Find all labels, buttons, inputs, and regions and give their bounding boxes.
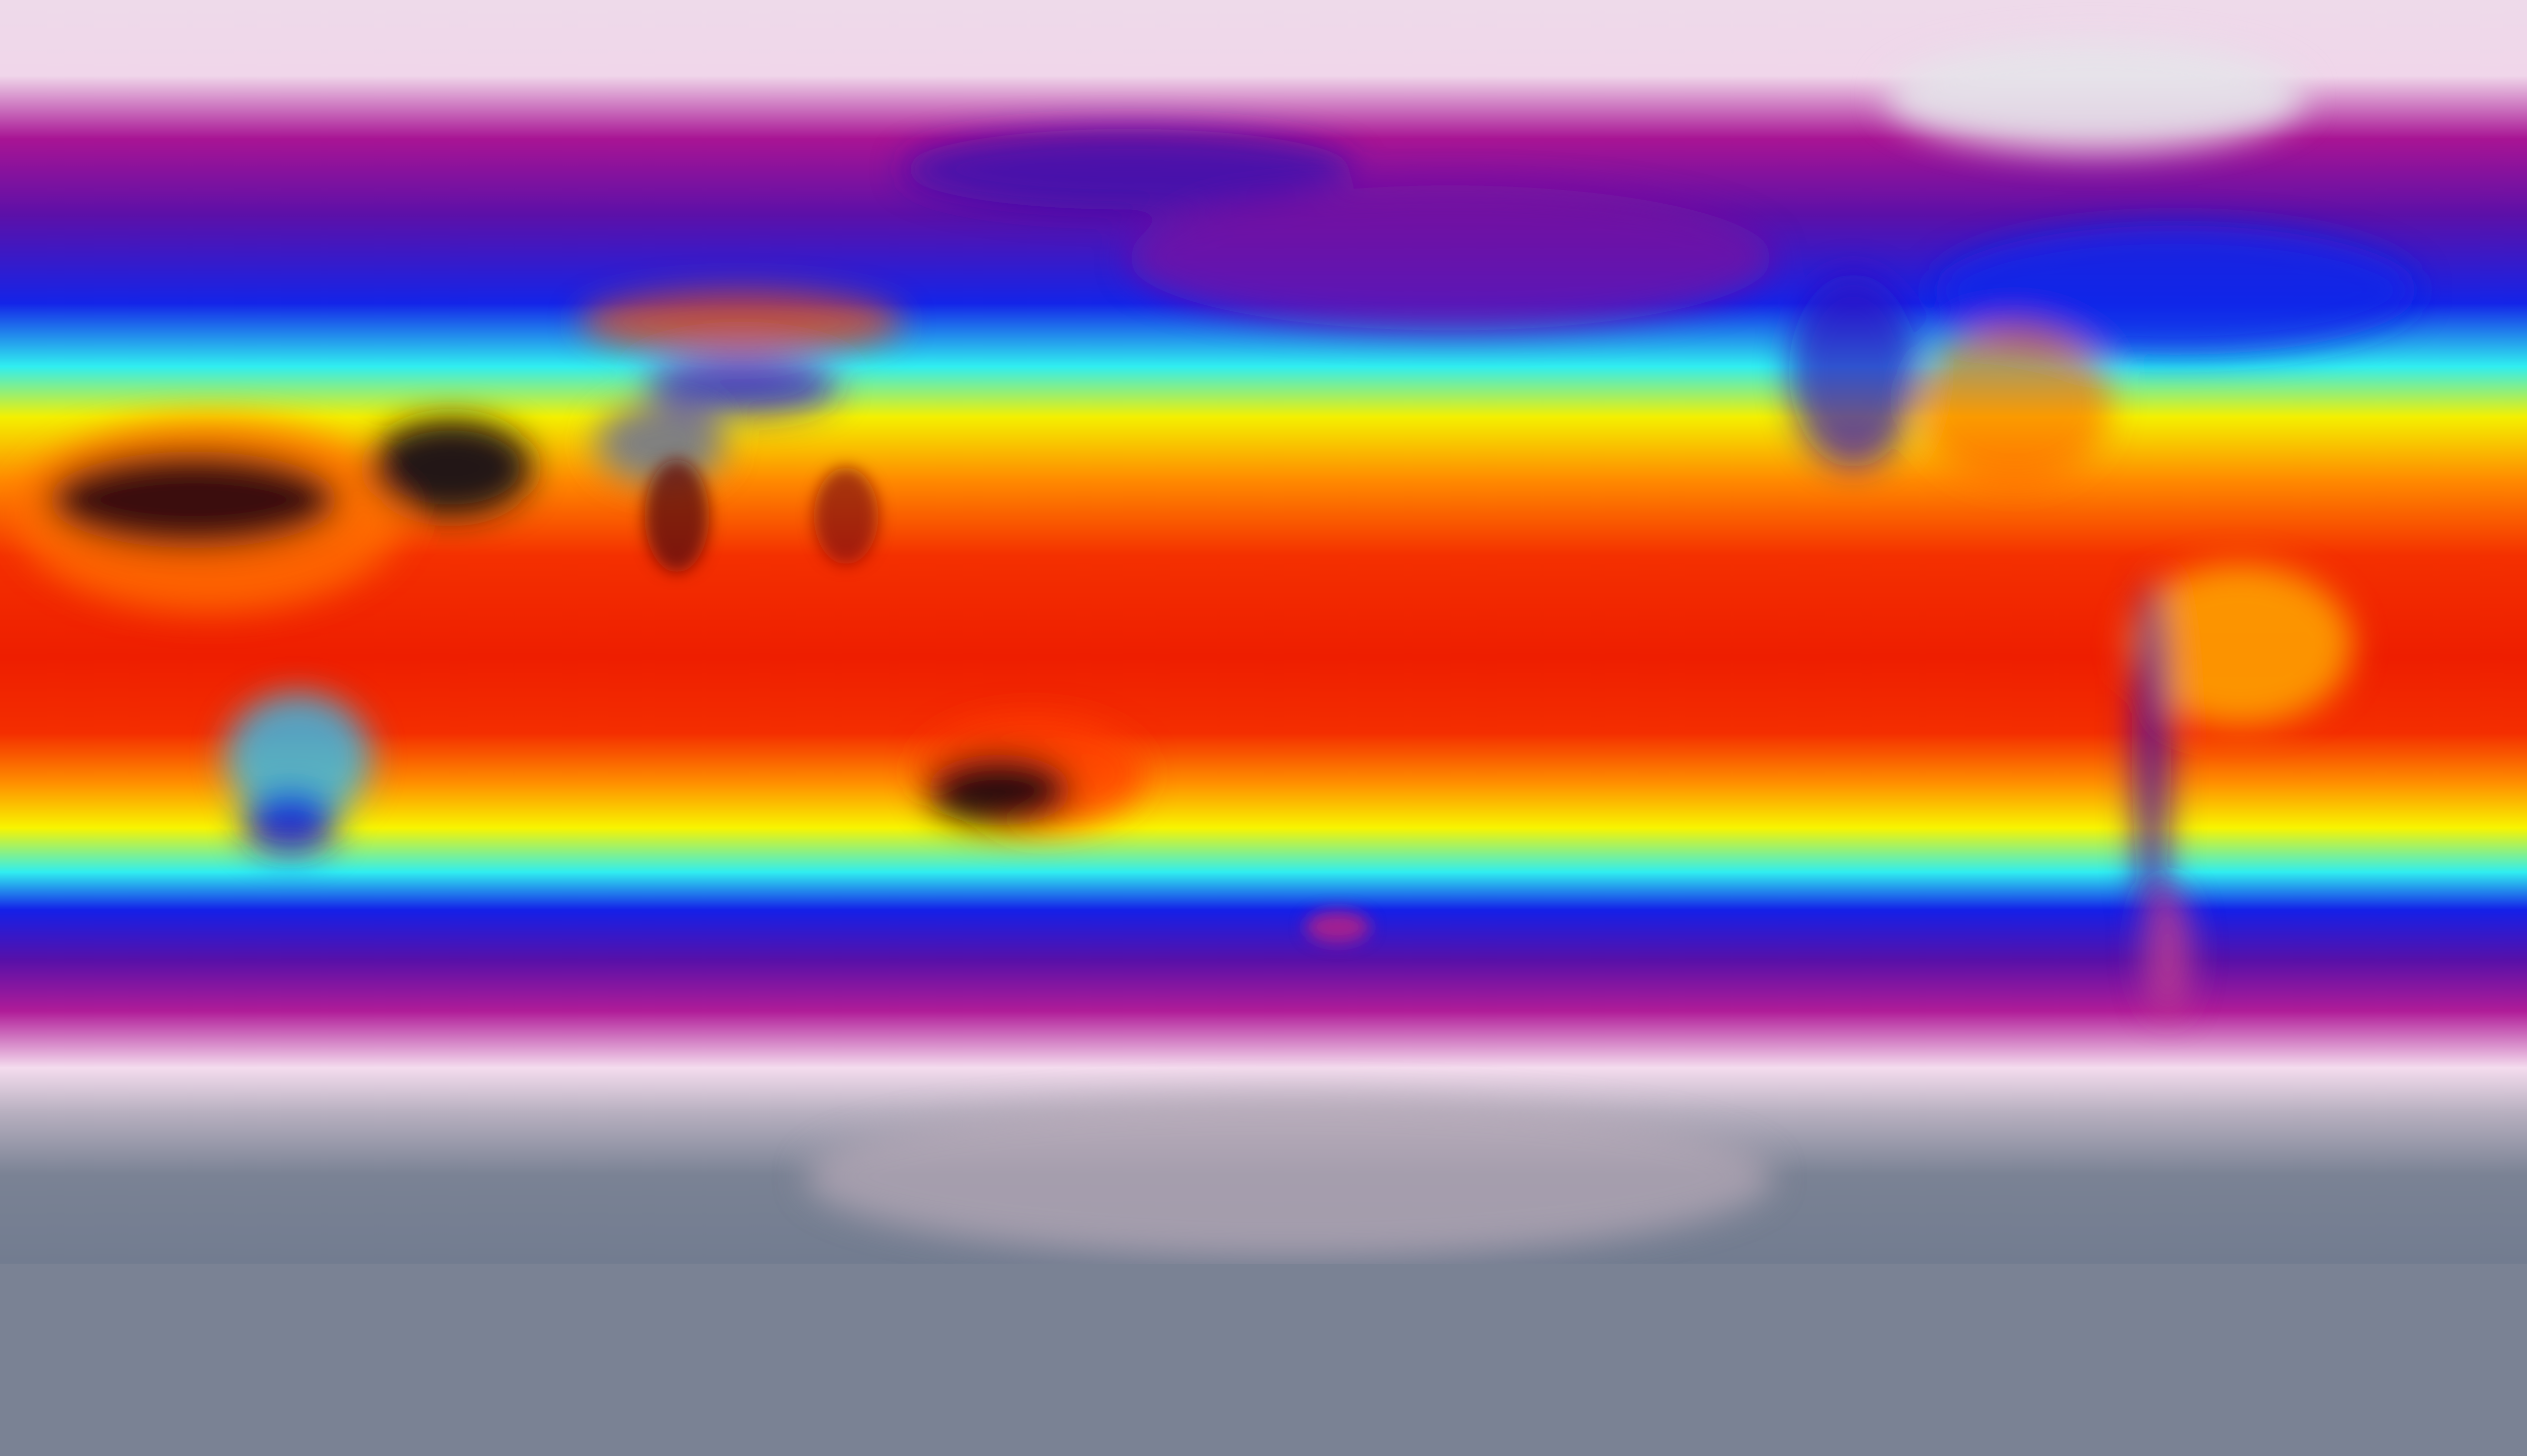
south-africa-cool xyxy=(225,693,371,822)
map-canvas xyxy=(0,0,2527,1264)
himalaya-cold xyxy=(644,358,838,416)
south-america-warm xyxy=(2127,564,2353,726)
arabia xyxy=(370,419,532,516)
north-pacific-purple xyxy=(1128,185,1773,331)
north-atlantic-cold-tongue xyxy=(1934,225,2418,355)
continent-features xyxy=(16,40,2418,1258)
indochina xyxy=(814,467,878,565)
new-zealand xyxy=(1305,911,1370,944)
andes xyxy=(2132,580,2171,935)
tibet xyxy=(596,403,725,484)
north-america-west xyxy=(1789,274,1918,468)
temperature-map xyxy=(0,0,2527,1264)
india xyxy=(644,459,710,573)
small-features xyxy=(644,459,1370,944)
siberia-cold xyxy=(902,129,1354,210)
central-asia-warm xyxy=(580,290,903,355)
australia-interior xyxy=(926,754,1072,826)
north-america-east xyxy=(1917,322,2112,484)
antarctic-light xyxy=(806,1096,1773,1258)
sahara xyxy=(48,451,339,548)
south-africa-tip xyxy=(242,790,339,855)
greenland xyxy=(1885,40,2305,154)
patagonia xyxy=(2143,886,2192,1016)
